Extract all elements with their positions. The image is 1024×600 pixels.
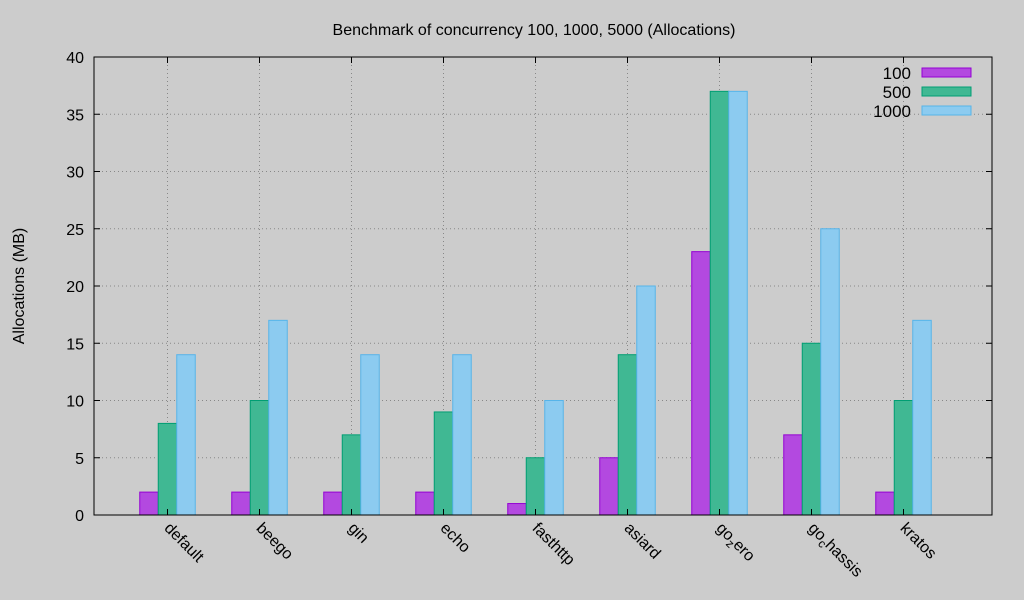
x-tick-label: asiard bbox=[621, 520, 664, 563]
legend-swatch bbox=[921, 86, 972, 97]
x-tick-label: gochassis bbox=[803, 520, 866, 583]
x-tick-label: gin bbox=[345, 520, 372, 547]
y-tick-label: 5 bbox=[75, 451, 84, 468]
y-tick-label: 40 bbox=[66, 50, 84, 67]
y-tick-label: 25 bbox=[66, 222, 84, 239]
y-tick-label: 0 bbox=[75, 508, 84, 525]
bar-100-go_chassis bbox=[783, 434, 803, 516]
y-tick-label: 20 bbox=[66, 279, 84, 296]
bar-500-fasthttp bbox=[525, 457, 546, 516]
legend-swatch bbox=[921, 67, 972, 78]
bar-100-gin bbox=[323, 491, 343, 516]
bar-500-beego bbox=[249, 400, 270, 516]
y-ticks: 0 5 10 15 20 25 30 35 40 bbox=[66, 50, 992, 525]
y-tick-label: 30 bbox=[66, 165, 84, 182]
bar-500-go_chassis bbox=[801, 342, 822, 516]
bar-1000-default bbox=[176, 354, 196, 516]
bar-1000-kratos bbox=[912, 319, 932, 516]
bar-100-beego bbox=[231, 491, 251, 516]
bar-1000-beego bbox=[268, 319, 288, 516]
bar-500-echo bbox=[433, 411, 454, 516]
legend-swatch bbox=[921, 105, 972, 116]
bar-500-go_zero bbox=[709, 90, 730, 516]
y-axis-label: Allocations (MB) bbox=[11, 228, 28, 344]
chart-title: Benchmark of concurrency 100, 1000, 5000… bbox=[333, 22, 736, 39]
bar-500-gin bbox=[341, 434, 362, 516]
x-tick-label: beego bbox=[253, 520, 297, 564]
bar-100-go_zero bbox=[691, 251, 711, 516]
legend-label: 500 bbox=[883, 83, 911, 102]
bar-100-asiard bbox=[599, 457, 619, 516]
x-tick-label: kratos bbox=[897, 520, 940, 563]
bar-1000-gin bbox=[360, 354, 380, 516]
bar-100-kratos bbox=[875, 491, 895, 516]
legend-label: 1000 bbox=[873, 102, 911, 121]
bar-100-fasthttp bbox=[507, 503, 527, 516]
x-tick-label: fasthttp bbox=[529, 520, 578, 569]
bar-100-echo bbox=[415, 491, 435, 516]
y-tick-label: 35 bbox=[66, 107, 84, 124]
bar-500-kratos bbox=[893, 400, 914, 516]
bar-500-default bbox=[157, 422, 178, 516]
bar-1000-go_zero bbox=[728, 90, 748, 516]
y-tick-label: 10 bbox=[66, 394, 84, 411]
y-tick-label: 15 bbox=[66, 336, 84, 353]
x-tick-label: gozero bbox=[711, 520, 758, 567]
bar-1000-echo bbox=[452, 354, 472, 516]
bars bbox=[139, 90, 932, 516]
legend-label: 100 bbox=[883, 64, 911, 83]
x-tick-label: echo bbox=[437, 520, 474, 557]
grid bbox=[94, 57, 992, 515]
bar-1000-go_chassis bbox=[820, 228, 840, 516]
bar-500-asiard bbox=[617, 354, 638, 516]
x-tick-label: default bbox=[161, 520, 207, 566]
bar-1000-asiard bbox=[636, 285, 656, 516]
bar-100-default bbox=[139, 491, 159, 516]
bar-1000-fasthttp bbox=[544, 400, 564, 516]
